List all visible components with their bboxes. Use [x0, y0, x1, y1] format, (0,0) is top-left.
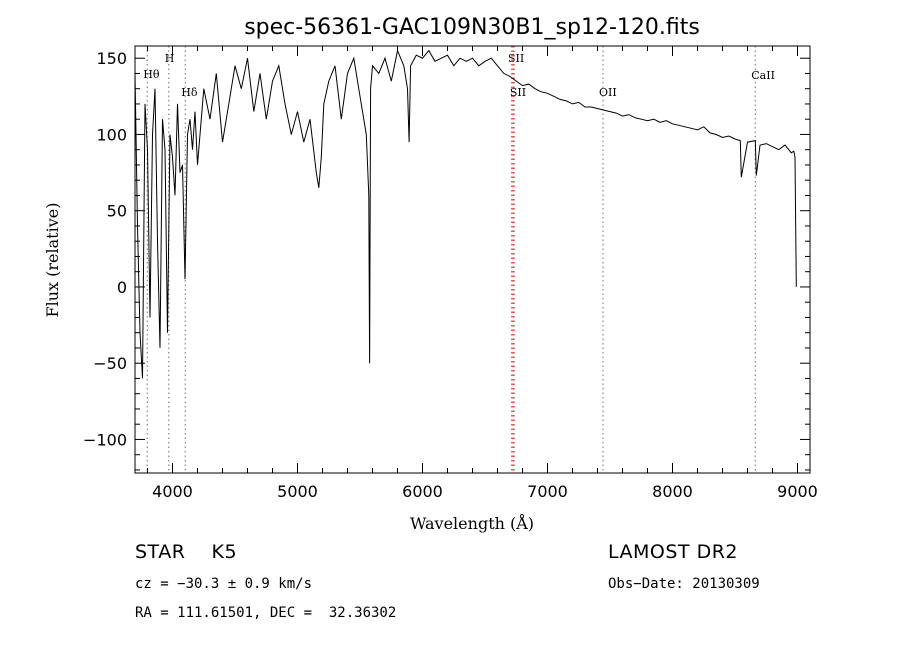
y-tick-label: 150 — [96, 49, 127, 68]
survey-name: LAMOST DR2 — [608, 541, 738, 563]
line-marker-label: CaII — [751, 69, 775, 82]
y-tick-label: 50 — [107, 202, 127, 221]
x-tick-label: 7000 — [527, 482, 568, 501]
line-marker-label: Hθ — [143, 68, 160, 81]
line-marker-label: OII — [599, 86, 617, 99]
x-axis-label: Wavelength (Å) — [410, 513, 534, 533]
line-marker-label: Hδ — [181, 86, 198, 99]
line-marker-label: SII — [508, 52, 524, 65]
x-tick-label: 9000 — [777, 482, 818, 501]
plot-frame — [134, 45, 811, 474]
y-tick-label: 100 — [96, 125, 127, 144]
y-tick-label: −50 — [93, 354, 127, 373]
y-tick-label: 0 — [117, 278, 127, 297]
x-tick-label: 5000 — [277, 482, 318, 501]
coordinates-readout: RA = 111.61501, DEC = 32.36302 — [135, 605, 397, 621]
y-axis-label: Flux (relative) — [43, 203, 62, 318]
y-tick-label: −100 — [83, 430, 127, 449]
x-tick-label: 6000 — [402, 482, 443, 501]
spectrum-line — [134, 48, 797, 379]
line-marker-label: SII — [510, 86, 526, 99]
redshift-readout: cz = −30.3 ± 0.9 km/s — [135, 576, 313, 592]
object-class: STAR K5 — [135, 541, 238, 563]
line-marker-label: H — [165, 52, 175, 65]
obs-date: Obs−Date: 20130309 — [608, 576, 760, 592]
x-tick-label: 8000 — [652, 482, 693, 501]
x-tick-label: 4000 — [152, 482, 193, 501]
chart-title: spec-56361-GAC109N30B1_sp12-120.fits — [244, 15, 700, 40]
